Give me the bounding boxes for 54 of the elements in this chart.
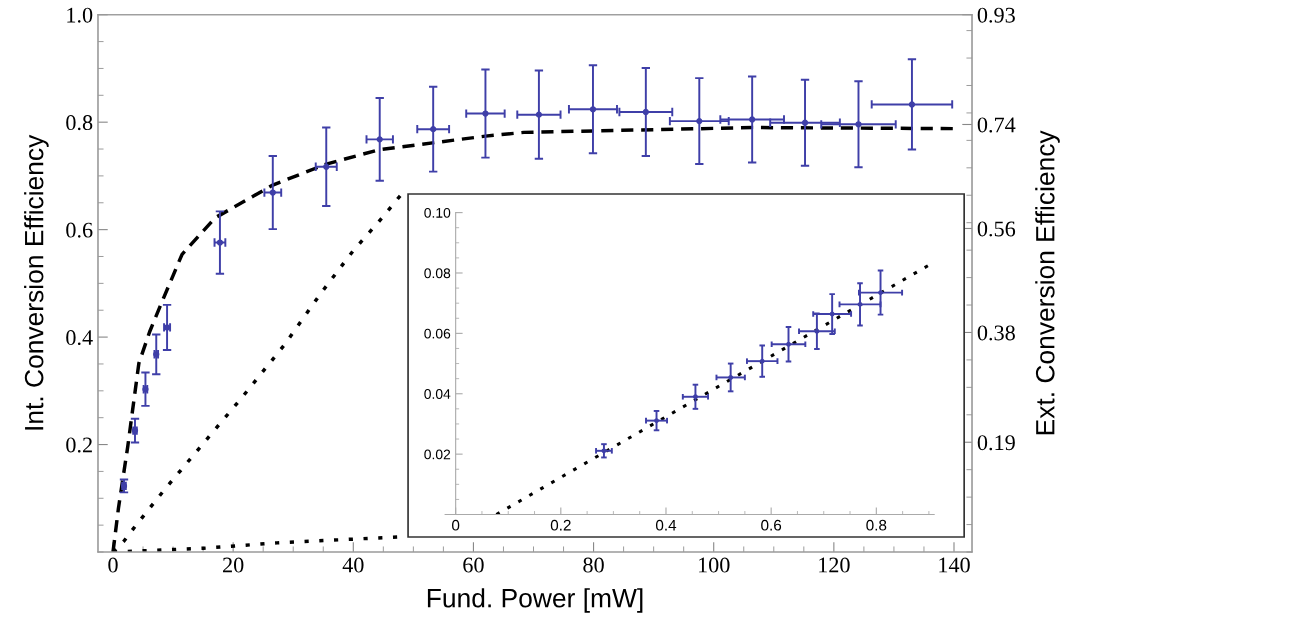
point [855,121,862,128]
point [693,394,698,400]
point [786,341,791,347]
x-tick-label: 20 [223,557,244,573]
x-tick-label: 0 [108,557,118,573]
y-tick-label: 0.10 [424,207,451,218]
y-tick-label: 0.04 [424,389,451,399]
point [759,358,765,364]
y-tick-label: 0.08 [424,268,451,279]
point [535,111,543,118]
y-tick-label: 0.6 [66,222,93,238]
point [749,116,756,123]
y-tick-label: 1.0 [67,7,93,23]
point [269,189,276,196]
y2-axis-title: Ext. Conversion Efficiency [1035,130,1060,435]
x-tick-label: 0.6 [761,519,782,531]
y-tick-label: 0.06 [424,328,451,339]
point [430,126,437,133]
point [376,136,383,143]
point [801,119,809,126]
point [589,106,597,113]
x-tick-label: 100 [699,557,730,573]
point [601,448,607,454]
y2-tick-label: 0.38 [977,325,1015,341]
point [857,301,863,307]
point [829,311,835,317]
point [908,101,916,108]
y-tick-label: 0.4 [66,330,93,346]
point [482,110,489,117]
y-tick-label: 0.8 [66,115,93,131]
y2-tick-label: 0.19 [977,435,1015,451]
y2-tick-label: 0.56 [977,221,1016,237]
y2-tick-label: 0.93 [977,7,1015,23]
x-tick-label: 40 [342,557,364,573]
x-axis-title: Fund. Power [mW] [427,588,643,613]
point [323,163,330,170]
point [814,328,820,334]
x-tick-label: 60 [463,557,484,573]
point [654,418,659,424]
x-tick-label: 0.4 [655,519,677,531]
point [642,108,649,116]
x-tick-label: 80 [583,557,604,573]
x-tick-label: 120 [819,557,850,573]
y-tick-label: 0.2 [66,437,92,453]
x-tick-label: 0 [452,519,460,531]
point [728,375,734,380]
point [878,290,883,296]
y2-tick-label: 0.74 [977,117,1016,133]
y-tick-label: 0.02 [424,449,451,460]
y-axis-title: Int. Conversion Efficiency [24,134,49,430]
x-tick-label: 140 [939,557,970,573]
x-tick-label: 0.8 [866,519,887,531]
x-tick-label: 0.2 [550,519,571,531]
point [696,117,703,125]
